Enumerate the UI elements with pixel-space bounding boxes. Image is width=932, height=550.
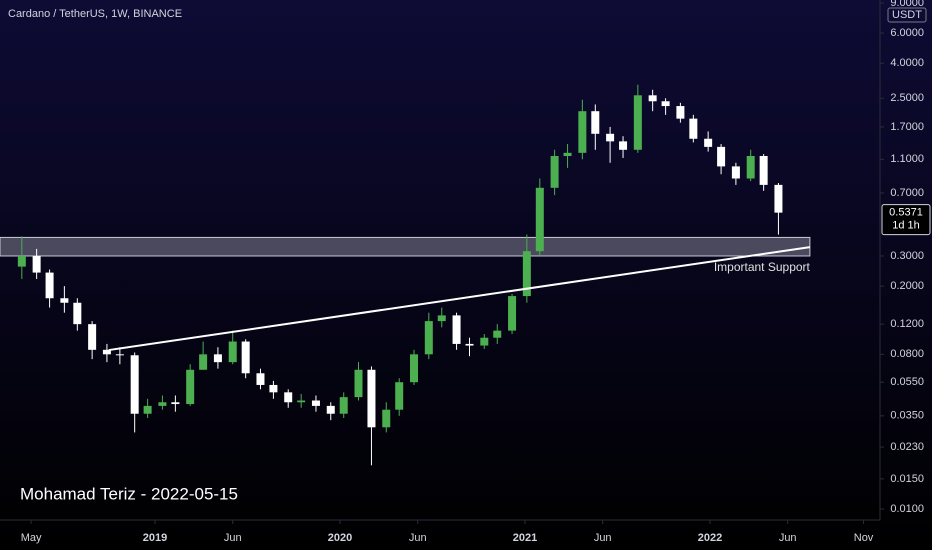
candle-body xyxy=(759,155,768,185)
candle-body xyxy=(704,138,713,147)
support-zone xyxy=(0,236,811,257)
y-tick-label: 6.0000 xyxy=(890,27,924,39)
candle-body xyxy=(774,184,783,213)
candle-body xyxy=(284,392,293,403)
y-tick-label: 1.1000 xyxy=(890,153,924,165)
y-tick-label: 4.0000 xyxy=(890,57,924,69)
x-tick-label: 2019 xyxy=(143,532,167,544)
candle-body xyxy=(522,251,531,297)
candle-body xyxy=(535,187,544,252)
candle-body xyxy=(102,349,111,355)
x-tick-label: Nov xyxy=(854,532,874,544)
y-tick-label: 2.5000 xyxy=(890,92,924,104)
candle-body xyxy=(228,341,237,363)
candle-body xyxy=(508,296,517,331)
candle-body xyxy=(648,95,657,102)
x-tick-label: 2021 xyxy=(513,532,537,544)
candle-body xyxy=(269,384,278,393)
candle-body xyxy=(354,369,363,398)
y-tick-label: 0.0100 xyxy=(890,503,924,515)
candle-body xyxy=(689,118,698,139)
candle-body xyxy=(550,155,559,188)
last-price-box xyxy=(881,204,931,236)
x-tick-label: 2020 xyxy=(328,532,352,544)
candle-body xyxy=(199,354,208,370)
x-tick-label: 2022 xyxy=(698,532,722,544)
candle-body xyxy=(606,133,615,142)
candle-body xyxy=(578,111,587,153)
candle-body xyxy=(88,324,97,350)
y-tick-label: 0.0550 xyxy=(890,376,924,388)
candle-body xyxy=(480,337,489,346)
candle-body xyxy=(143,405,152,414)
candle-body xyxy=(493,330,502,338)
candle-body xyxy=(437,315,446,322)
candle-body xyxy=(17,255,26,267)
candle-body xyxy=(186,369,195,405)
candle-body xyxy=(130,355,139,414)
x-tick-label: Jun xyxy=(594,532,612,544)
candle-body xyxy=(60,298,69,303)
candle-body xyxy=(410,354,419,383)
countdown: 1d 1h xyxy=(892,220,920,232)
candle-body xyxy=(213,354,222,363)
candle-body xyxy=(297,400,306,403)
y-tick-label: 9.0000 xyxy=(890,0,924,9)
candle-body xyxy=(563,152,572,156)
watermark: Mohamad Teriz - 2022-05-15 xyxy=(20,484,238,503)
candle-body xyxy=(326,405,335,414)
last-price: 0.5371 xyxy=(889,207,923,219)
candle-body xyxy=(32,255,41,273)
y-tick-label: 0.3000 xyxy=(890,250,924,262)
x-tick-label: Jun xyxy=(409,532,427,544)
candle-body xyxy=(676,106,685,119)
currency-box xyxy=(887,7,927,23)
candle-body xyxy=(619,141,628,150)
candle-body xyxy=(633,95,642,150)
candle-body xyxy=(45,272,54,299)
candle-body xyxy=(256,373,265,385)
candle-body xyxy=(311,400,320,406)
candle-body xyxy=(73,302,82,325)
y-tick-label: 0.7000 xyxy=(890,187,924,199)
candle-body xyxy=(382,409,391,428)
y-tick-label: 0.0230 xyxy=(890,441,924,453)
y-tick-label: 0.1200 xyxy=(890,318,924,330)
candle-body xyxy=(731,166,740,179)
y-tick-label: 0.0350 xyxy=(890,410,924,422)
candle-body xyxy=(171,402,180,405)
x-tick-label: Jun xyxy=(779,532,797,544)
candle-body xyxy=(115,354,124,356)
trend-line xyxy=(108,246,811,352)
candle-body xyxy=(158,402,167,406)
candle-body xyxy=(465,343,474,346)
candle-body xyxy=(746,155,755,179)
x-tick-label: May xyxy=(21,532,42,544)
candle-body xyxy=(452,315,461,344)
candle-body xyxy=(591,111,600,134)
candle-body xyxy=(339,397,348,414)
y-tick-label: 1.7000 xyxy=(890,121,924,133)
candle-body xyxy=(717,146,726,167)
candle-body xyxy=(424,321,433,355)
currency: USDT xyxy=(892,9,922,21)
x-tick-label: Jun xyxy=(224,532,242,544)
candle-body xyxy=(661,101,670,107)
support-label: Important Support xyxy=(714,260,811,274)
y-tick-label: 0.2000 xyxy=(890,280,924,292)
y-tick-label: 0.0150 xyxy=(890,473,924,485)
y-tick-label: 0.0800 xyxy=(890,348,924,360)
candle-body xyxy=(241,341,250,374)
chart-title: Cardano / TetherUS, 1W, BINANCE xyxy=(8,8,182,20)
candle-body xyxy=(395,382,404,410)
candle-body xyxy=(367,369,376,428)
